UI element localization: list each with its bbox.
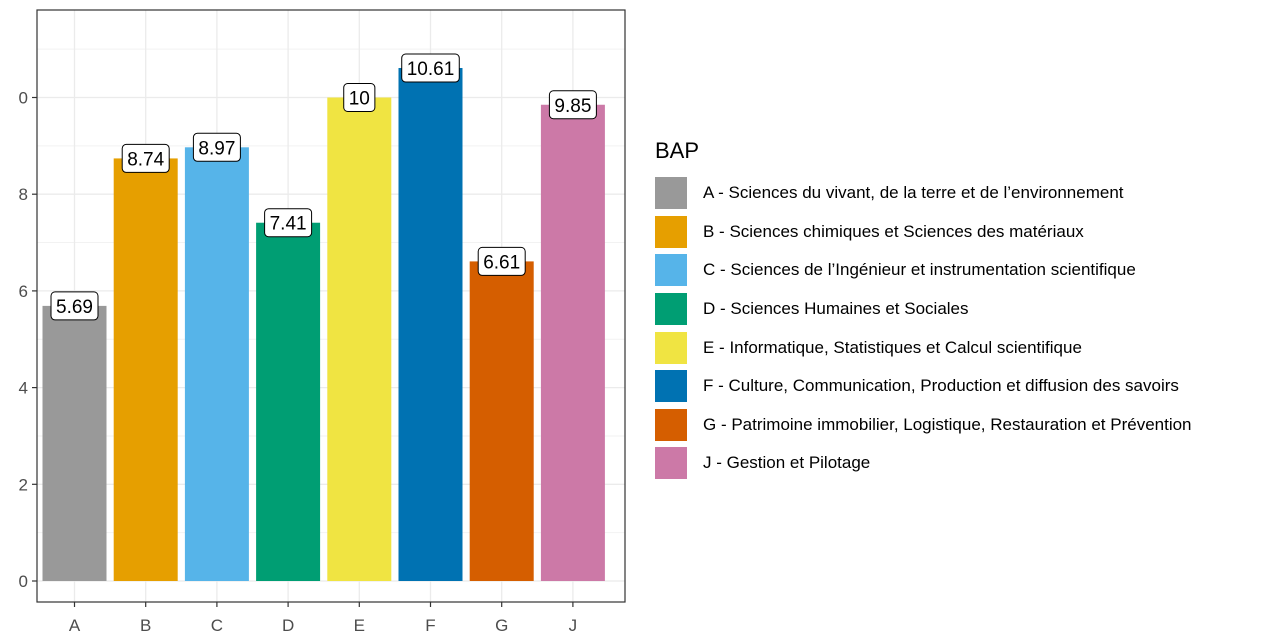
- bar: [42, 305, 107, 581]
- legend-item: F - Culture, Communication, Production e…: [655, 367, 1192, 406]
- data-label-text: 10.61: [407, 59, 455, 80]
- x-tick-label: B: [140, 616, 151, 634]
- legend-label: B - Sciences chimiques et Sciences des m…: [703, 221, 1084, 241]
- data-label-box: [401, 53, 460, 83]
- bar: [540, 104, 605, 581]
- legend-label: F - Culture, Communication, Production e…: [703, 376, 1179, 396]
- y-tick-label: 0: [19, 572, 28, 591]
- data-label-box: [192, 132, 241, 162]
- data-label-text: 5.69: [56, 297, 93, 318]
- bar: [184, 147, 249, 581]
- data-label: 10: [343, 83, 376, 112]
- legend-label: C - Sciences de l’Ingénieur et instrumen…: [703, 260, 1136, 280]
- data-label-text: 8.97: [198, 138, 235, 159]
- legend-item: D - Sciences Humaines et Sociales: [655, 290, 1192, 329]
- legend-label: A - Sciences du vivant, de la terre et d…: [703, 183, 1124, 203]
- legend-key: [655, 447, 687, 480]
- legend-item: J - Gestion et Pilotage: [655, 444, 1192, 483]
- legend-key: [655, 331, 687, 364]
- data-label-box: [121, 143, 170, 173]
- y-tick-label: 0: [19, 89, 28, 108]
- y-tick-label: 2: [19, 475, 28, 494]
- x-tick-label: G: [495, 616, 508, 634]
- data-label-text: 9.85: [554, 96, 591, 117]
- data-label-text: 6.61: [483, 252, 520, 273]
- legend: BAP A - Sciences du vivant, de la terre …: [655, 138, 1192, 483]
- data-label-box: [50, 291, 99, 321]
- legend-item: G - Patrimoine immobilier, Logistique, R…: [655, 406, 1192, 445]
- x-tick-label: J: [569, 616, 578, 634]
- legend-title: BAP: [655, 138, 700, 163]
- legend-key: [655, 177, 687, 210]
- data-label: 6.61: [477, 246, 526, 276]
- legend-label: J - Gestion et Pilotage: [703, 453, 871, 473]
- x-tick-label: C: [211, 616, 223, 634]
- bar: [398, 68, 463, 582]
- data-label: 10.61: [401, 53, 460, 83]
- data-label-text: 10: [349, 89, 370, 110]
- data-label: 8.74: [121, 143, 170, 173]
- legend-key: [655, 215, 687, 248]
- data-label-text: 7.41: [270, 214, 307, 235]
- y-tick-label: 4: [19, 379, 28, 398]
- bar-chart: 5.69 8.74 8.97 7.41 10 10.61 6.61 9.85 0 2 4 6 8 0 A…: [19, 9, 626, 634]
- bars: [42, 68, 605, 582]
- legend-label: D - Sciences Humaines et Sociales: [703, 299, 969, 319]
- legend-item: B - Sciences chimiques et Sciences des m…: [655, 213, 1192, 252]
- x-tick-label: F: [425, 616, 435, 634]
- legend-key: [655, 254, 687, 287]
- data-label-text: 8.74: [127, 149, 164, 170]
- bar: [469, 261, 534, 581]
- y-axis: 0 2 4 6 8 0: [19, 89, 37, 591]
- x-tick-label: E: [354, 616, 365, 634]
- legend-item: A - Sciences du vivant, de la terre et d…: [655, 174, 1192, 213]
- x-tick-label: A: [69, 616, 81, 634]
- bar: [113, 158, 178, 581]
- legend-label: E - Informatique, Statistiques et Calcul…: [703, 337, 1082, 357]
- data-label: 9.85: [548, 90, 597, 120]
- data-label-box: [264, 208, 313, 238]
- bar: [256, 222, 321, 581]
- y-tick-label: 6: [19, 282, 28, 301]
- data-label-box: [548, 90, 597, 120]
- legend-key: [655, 370, 687, 403]
- y-tick-label: 8: [19, 185, 28, 204]
- data-label-box: [477, 246, 526, 276]
- legend-label: G - Patrimoine immobilier, Logistique, R…: [703, 414, 1192, 434]
- legend-key: [655, 293, 687, 326]
- plot-border: [36, 9, 626, 603]
- bar: [327, 97, 392, 581]
- data-labels: 5.69 8.74 8.97 7.41 10 10.61 6.61 9.85: [50, 53, 597, 321]
- data-label: 8.97: [192, 132, 241, 162]
- legend-item: C - Sciences de l’Ingénieur et instrumen…: [655, 251, 1192, 290]
- legend-key: [655, 408, 687, 441]
- x-tick-label: D: [282, 616, 294, 634]
- data-label: 5.69: [50, 291, 99, 321]
- data-label: 7.41: [264, 208, 313, 238]
- data-label-box: [343, 83, 376, 112]
- legend-item: E - Informatique, Statistiques et Calcul…: [655, 328, 1192, 367]
